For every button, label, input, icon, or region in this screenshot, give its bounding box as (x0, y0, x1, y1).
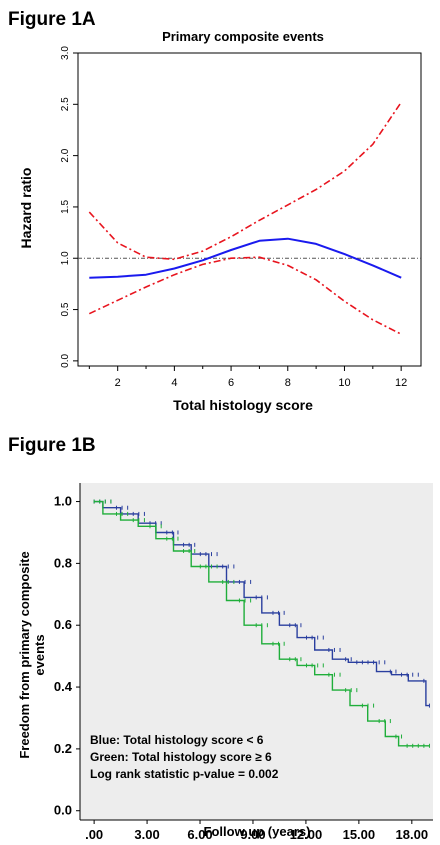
y-tick-label: 0.0 (60, 353, 71, 367)
series-line-estimate (89, 237, 402, 279)
figure-1a-chart: Figure 1A Primary composite events 2 4 6 8 1… (8, 9, 422, 413)
x-tick-label: 12.00 (290, 827, 323, 842)
y-tick-label: 1.0 (60, 251, 71, 265)
x-tick-label: 10 (338, 377, 350, 389)
x-tick-label: 6 (228, 377, 234, 389)
x-tick-label: 18.00 (396, 827, 429, 842)
annotation-line: Log rank statistic p-value = 0.002 (90, 767, 279, 781)
series-line-lower_ci (88, 256, 402, 335)
chart-a-x-axis-label: Total histology score (173, 397, 313, 413)
series-line-upper_ci (88, 101, 402, 261)
x-tick-label: 3.00 (134, 827, 159, 842)
annotation-line: Green: Total histology score ≥ 6 (90, 750, 272, 764)
chart-b-plot-area (80, 483, 433, 820)
x-tick-label: 4 (171, 377, 177, 389)
x-axis-ticks: .00 3.00 6.00 9.00 12.00 15.00 18.00 (85, 820, 428, 842)
y-axis-ticks: 0.0 0.2 0.4 0.6 0.8 1.0 (54, 494, 80, 818)
y-tick-label: 1.0 (54, 494, 72, 509)
x-tick-label: 9.00 (240, 827, 265, 842)
figure-1b-label: Figure 1B (8, 435, 96, 456)
y-tick-label: 3.0 (60, 46, 71, 60)
series-group (93, 499, 430, 748)
figure-1b-chart: Figure 1B .00 3.00 6.00 9.00 12.00 15.00 18.00… (8, 435, 433, 842)
y-tick-label: 0.2 (54, 741, 72, 756)
chart-b-x-axis-label: Follow up (years) (204, 824, 311, 839)
x-axis-ticks: 2 4 6 8 10 12 (88, 366, 407, 389)
annotation-line: Blue: Total histology score < 6 (90, 733, 264, 747)
figure-1a-label: Figure 1A (8, 9, 96, 30)
y-tick-label: 0.0 (54, 803, 72, 818)
y-tick-label: 0.5 (60, 302, 71, 316)
x-tick-label: .00 (85, 827, 103, 842)
y-tick-label: 1.5 (60, 200, 71, 214)
y-tick-label: 0.6 (54, 617, 72, 632)
y-tick-label: 2.0 (60, 148, 71, 162)
chart-a-plot-frame (77, 52, 422, 367)
chart-a-y-axis-label: Hazard ratio (18, 168, 34, 249)
series-group (88, 101, 402, 335)
chart-b-y-axis-label-line-1: Freedom from primary composite (17, 551, 32, 758)
x-tick-label: 15.00 (343, 827, 376, 842)
annotations-group: Blue: Total histology score < 6 Green: To… (90, 733, 279, 781)
y-tick-label: 2.5 (60, 97, 71, 111)
x-tick-label: 6.00 (187, 827, 212, 842)
x-tick-label: 12 (395, 377, 407, 389)
y-tick-label: 0.8 (54, 555, 72, 570)
y-axis-ticks: 0.0 0.5 1.0 1.5 2.0 2.5 3.0 (60, 46, 78, 368)
chart-b-y-axis-label-line-2: events (32, 634, 47, 675)
x-tick-label: 8 (285, 377, 291, 389)
x-tick-label: 2 (115, 377, 121, 389)
chart-a-title: Primary composite events (162, 29, 324, 44)
chart-b-y-axis-label: Freedom from primary composite events (17, 551, 47, 758)
y-tick-label: 0.4 (54, 679, 73, 694)
